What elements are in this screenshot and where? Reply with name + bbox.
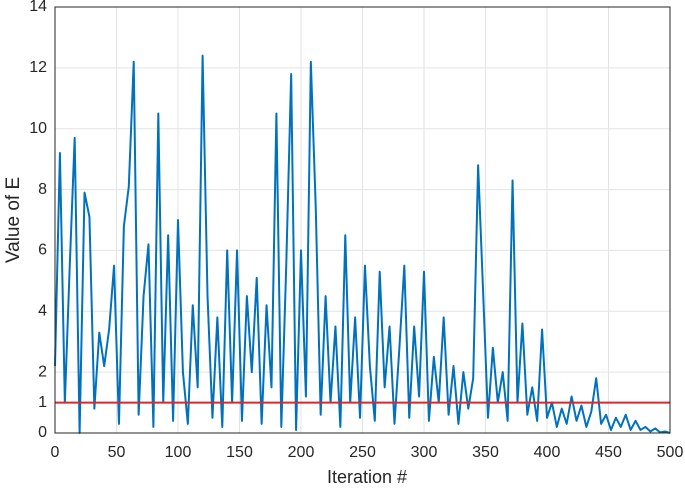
x-tick-label: 300 — [411, 444, 438, 461]
y-tick-label: 8 — [38, 181, 47, 198]
y-tick-label: 12 — [29, 59, 47, 76]
y-tick-label: 14 — [29, 0, 47, 15]
plot-frame — [54, 6, 671, 434]
x-tick-label: 100 — [165, 444, 192, 461]
y-axis-label: Value of E — [3, 177, 24, 263]
x-tick-label: 350 — [472, 444, 499, 461]
y-tick-label: 6 — [38, 242, 47, 259]
y-tick-label: 10 — [29, 120, 47, 137]
x-tick-label: 250 — [349, 444, 376, 461]
x-tick-label: 150 — [226, 444, 253, 461]
y-tick-label: 0 — [38, 424, 47, 441]
y-tick-label: 2 — [38, 363, 47, 380]
x-tick-label: 400 — [534, 444, 561, 461]
data-line — [54, 54, 671, 434]
x-tick-label: 450 — [595, 444, 622, 461]
x-tick-label: 0 — [51, 444, 60, 461]
x-tick-label: 50 — [108, 444, 126, 461]
y-tick-label: 4 — [38, 303, 47, 320]
x-axis-label: Iteration # — [327, 467, 407, 487]
y-tick-label: 1 — [38, 394, 47, 411]
x-tick-label: 200 — [288, 444, 315, 461]
x-tick-label: 500 — [657, 444, 684, 461]
